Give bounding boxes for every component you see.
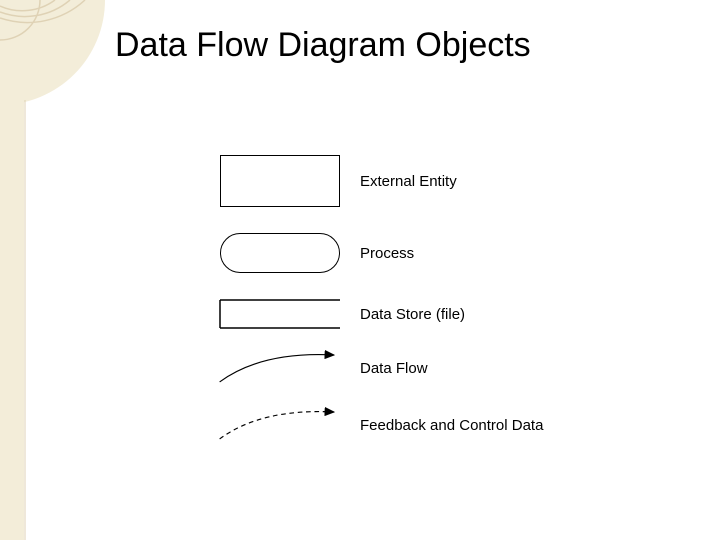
label-external-entity: External Entity — [360, 173, 457, 190]
shape-open-rectangle — [215, 297, 345, 331]
row-external-entity: External Entity — [215, 155, 457, 207]
row-data-flow: Data Flow — [215, 348, 428, 388]
row-feedback: Feedback and Control Data — [215, 405, 543, 445]
label-feedback: Feedback and Control Data — [360, 417, 543, 434]
row-data-store: Data Store (file) — [215, 297, 465, 331]
shape-arrow-solid — [215, 348, 345, 388]
label-data-store: Data Store (file) — [360, 306, 465, 323]
shape-rectangle — [215, 155, 345, 207]
label-process: Process — [360, 245, 414, 262]
shape-arrow-dashed — [215, 405, 345, 445]
label-data-flow: Data Flow — [360, 360, 428, 377]
shape-rounded-rectangle — [215, 233, 345, 273]
row-process: Process — [215, 233, 414, 273]
page-title: Data Flow Diagram Objects — [115, 26, 531, 65]
side-decoration — [0, 0, 35, 540]
